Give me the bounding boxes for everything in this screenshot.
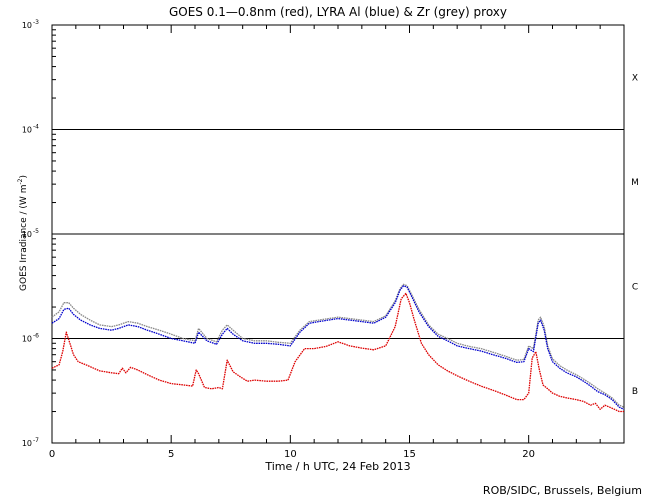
x-tick-label: 10 bbox=[284, 449, 297, 460]
y-tick-label: 10 bbox=[22, 335, 32, 344]
y-tick-label: 10 bbox=[22, 439, 32, 448]
y-axis-label-text: GOES Irradiance / (W m bbox=[19, 184, 29, 291]
chart-title: GOES 0.1—0.8nm (red), LYRA Al (blue) & Z… bbox=[168, 5, 508, 19]
x-tick-label: 5 bbox=[168, 449, 174, 460]
y-tick-label: 10 bbox=[22, 126, 32, 135]
y-tick-label-exponent: -3 bbox=[33, 19, 39, 26]
y-tick-label-exponent: -7 bbox=[33, 437, 39, 444]
x-tick-label: 0 bbox=[49, 449, 55, 460]
series-line bbox=[51, 285, 625, 410]
flare-class-label: B bbox=[632, 387, 638, 397]
y-axis-label: GOES Irradiance / (W m-2) bbox=[17, 175, 29, 291]
x-tick-label: 15 bbox=[403, 449, 416, 460]
series-line bbox=[51, 292, 624, 413]
x-axis-label: Time / h UTC, 24 Feb 2013 bbox=[265, 460, 411, 473]
credit-text: ROB/SIDC, Brussels, Belgium bbox=[482, 484, 642, 497]
y-axis-label-close: ) bbox=[19, 175, 29, 179]
flare-class-label: C bbox=[632, 282, 638, 292]
flare-class-label: M bbox=[631, 178, 639, 188]
y-tick-label-exponent: -5 bbox=[33, 228, 39, 235]
y-tick-label: 10 bbox=[22, 230, 32, 239]
x-tick-label: 20 bbox=[522, 449, 535, 460]
y-tick-label-exponent: -4 bbox=[33, 124, 39, 131]
y-tick-label-exponent: -6 bbox=[33, 333, 39, 340]
flare-class-label: X bbox=[632, 73, 638, 83]
series-line bbox=[51, 283, 625, 408]
y-tick-label: 10 bbox=[22, 21, 32, 30]
y-axis-label-unit-exponent: -2 bbox=[17, 178, 24, 185]
